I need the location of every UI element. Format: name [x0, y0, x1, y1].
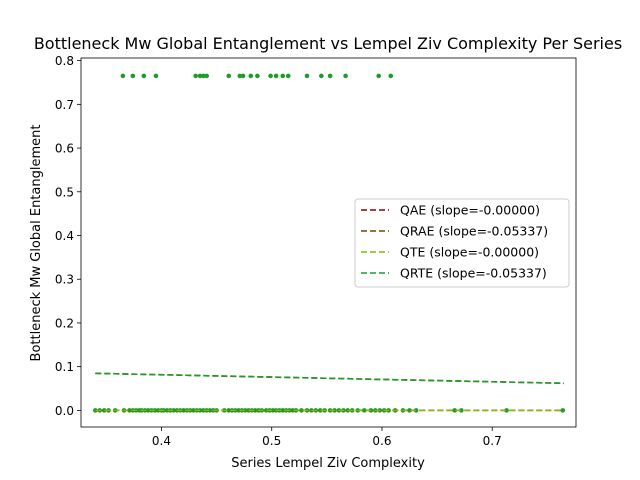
- y-axis-label: Bottleneck Mw Global Entanglement: [29, 125, 44, 362]
- y-tick-label: 0.1: [55, 360, 74, 374]
- data-point: [343, 73, 348, 79]
- data-point: [273, 73, 279, 79]
- x-tick-label: 0.7: [483, 434, 502, 448]
- data-point: [193, 73, 198, 79]
- data-point: [304, 73, 310, 79]
- legend-label-2: QTE (slope=-0.00000): [400, 245, 539, 260]
- legend-label-0: QAE (slope=-0.00000): [400, 203, 540, 218]
- y-tick-label: 0.2: [55, 316, 74, 330]
- data-point: [141, 73, 147, 79]
- data-point: [452, 408, 458, 413]
- chart-title: Bottleneck Mw Global Entanglement vs Lem…: [34, 34, 622, 53]
- y-tick-label: 0.4: [55, 229, 74, 243]
- data-point: [252, 408, 258, 413]
- data-point: [164, 408, 170, 413]
- data-point: [280, 408, 286, 413]
- data-point: [181, 408, 186, 413]
- legend: QAE (slope=-0.00000) QRAE (slope=-0.05337…: [354, 198, 570, 288]
- data-point: [255, 73, 260, 79]
- legend-label-3: QRTE (slope=-0.05337): [400, 266, 547, 281]
- data-point: [290, 408, 295, 413]
- y-tick-label: 0.3: [55, 273, 74, 287]
- data-point: [197, 73, 203, 79]
- x-ticks: 0.4 0.5 0.6 0.7: [152, 427, 502, 448]
- data-point: [407, 408, 412, 413]
- data-point: [248, 73, 254, 79]
- data-point: [155, 408, 161, 413]
- legend-items: QAE (slope=-0.00000) QRAE (slope=-0.05337…: [361, 203, 548, 281]
- data-point: [153, 73, 159, 79]
- x-tick-label: 0.5: [262, 434, 281, 448]
- x-tick-label: 0.4: [152, 434, 171, 448]
- data-point: [459, 408, 464, 413]
- axes-frame: [80, 57, 577, 428]
- data-point: [240, 73, 246, 79]
- data-point: [201, 73, 206, 79]
- data-point: [285, 73, 291, 79]
- data-point: [376, 73, 381, 79]
- data-point: [327, 73, 333, 79]
- legend-label-1: QRAE (slope=-0.05337): [400, 224, 548, 239]
- data-point: [191, 408, 196, 413]
- y-tick-label: 0.5: [55, 185, 74, 199]
- data-point: [280, 73, 286, 79]
- y-tick-label: 0.7: [55, 98, 74, 112]
- data-point: [317, 408, 323, 413]
- data-point: [362, 408, 367, 413]
- data-point: [226, 408, 232, 413]
- data-point: [388, 73, 394, 79]
- data-point: [171, 408, 176, 413]
- data-point: [299, 408, 304, 413]
- x-axis-label: Series Lempel Ziv Complexity: [231, 456, 425, 471]
- data-point: [504, 408, 509, 413]
- trend-layer: [95, 372, 564, 412]
- data-point: [207, 408, 213, 413]
- data-point: [127, 408, 132, 413]
- data-point: [270, 408, 276, 413]
- y-tick-label: 0.0: [55, 404, 74, 418]
- data-point: [226, 73, 232, 79]
- x-tick-label: 0.6: [372, 434, 391, 448]
- data-point: [120, 73, 126, 79]
- data-point: [101, 408, 107, 413]
- y-tick-label: 0.8: [55, 54, 74, 68]
- y-ticks: 0.0 0.1 0.2 0.3 0.4 0.5 0.6 0.7 0.8: [55, 54, 81, 418]
- data-point: [204, 73, 209, 79]
- y-tick-label: 0.6: [55, 142, 74, 156]
- data-point: [268, 73, 273, 79]
- legend-box: [354, 198, 570, 288]
- data-point: [145, 408, 151, 413]
- data-point: [263, 408, 269, 413]
- data-point: [237, 73, 243, 79]
- trend-line-3: [95, 372, 564, 385]
- data-point: [236, 408, 241, 413]
- data-point: [319, 73, 324, 79]
- data-point: [130, 73, 136, 79]
- data-point: [560, 408, 566, 413]
